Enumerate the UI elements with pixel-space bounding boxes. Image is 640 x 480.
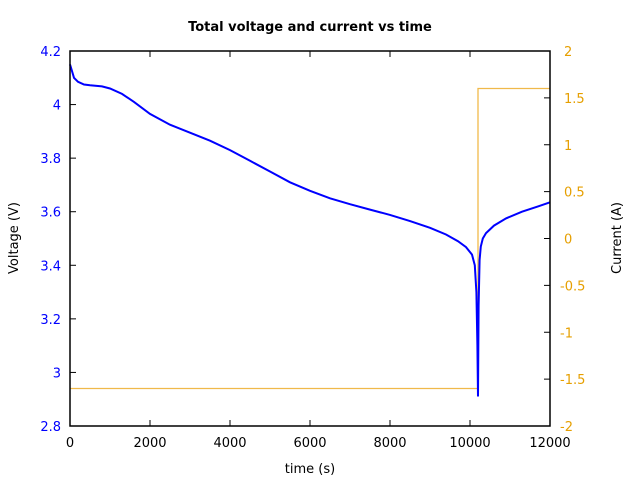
y-tick-label: 3.2: [40, 313, 61, 328]
x-tick-label: 12000: [529, 436, 570, 451]
y-tick-label: 3: [53, 366, 61, 381]
y-axis-left: 2.8 3 3.2 3.4 3.6 3.8 4 4.2: [40, 45, 76, 435]
x-axis: 0 2000 4000 6000 8000 10000 12000: [66, 51, 571, 451]
y-tick-label: 3.8: [40, 152, 61, 167]
chart-title: Total voltage and current vs time: [188, 20, 432, 35]
y-tick-label: 3.4: [40, 259, 61, 274]
x-tick-label: 6000: [293, 436, 326, 451]
plot-area: [69, 64, 551, 397]
y2-tick-label: -2: [560, 420, 573, 435]
y2-tick-label: 1: [564, 139, 572, 154]
x-tick-label: 0: [66, 436, 74, 451]
x-tick-label: 2000: [133, 436, 166, 451]
y2-tick-label: -1: [560, 326, 573, 341]
y2-tick-label: -0.5: [560, 279, 585, 294]
y-tick-label: 3.6: [40, 206, 61, 221]
y2-tick-label: 2: [564, 45, 572, 60]
x-tick-label: 8000: [373, 436, 406, 451]
voltage-series-line: [69, 64, 551, 397]
x-tick-label: 4000: [213, 436, 246, 451]
y-axis-left-label: Voltage (V): [7, 202, 22, 274]
y-tick-label: 4.2: [40, 45, 61, 60]
y-tick-label: 4: [53, 99, 61, 114]
y2-tick-label: 0.5: [564, 186, 585, 201]
y2-tick-label: 0: [564, 233, 572, 248]
y2-tick-label: -1.5: [560, 373, 585, 388]
y-axis-right: -2 -1.5 -1 -0.5 0 0.5 1 1.5 2: [544, 45, 585, 435]
x-tick-label: 10000: [449, 436, 490, 451]
y2-tick-label: 1.5: [564, 92, 585, 107]
y-tick-label: 2.8: [40, 420, 61, 435]
y-axis-right-label: Current (A): [610, 202, 625, 274]
x-axis-label: time (s): [285, 462, 335, 477]
current-series-line: [70, 87, 550, 390]
